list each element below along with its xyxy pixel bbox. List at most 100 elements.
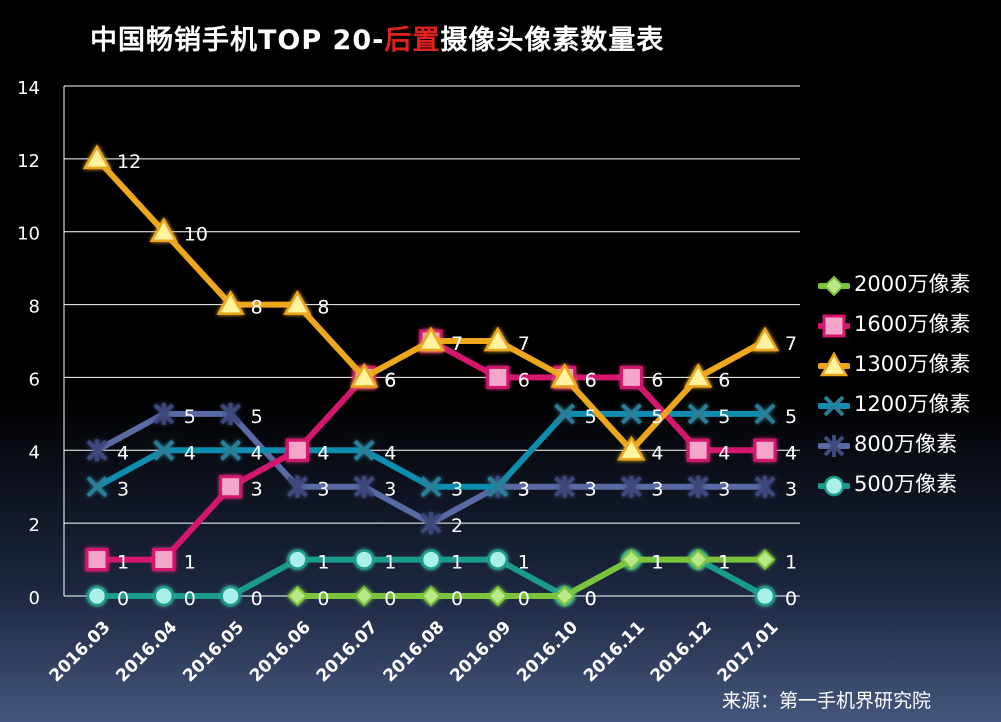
data-point[interactable] <box>754 475 776 498</box>
x-tick-label: 2016.10 <box>513 617 582 686</box>
data-point[interactable] <box>486 365 510 389</box>
data-point[interactable] <box>483 326 512 352</box>
data-label: 1 <box>184 552 196 574</box>
data-label: 3 <box>718 479 730 501</box>
data-point[interactable] <box>86 476 108 498</box>
data-label: 5 <box>184 406 196 428</box>
data-label: 10 <box>184 224 208 246</box>
data-label: 0 <box>518 588 530 610</box>
data-point[interactable] <box>487 585 509 607</box>
data-point[interactable] <box>82 144 112 170</box>
data-point[interactable] <box>86 439 108 462</box>
x-tick-label: 2017.01 <box>714 617 783 686</box>
point-shape <box>420 585 442 607</box>
data-point[interactable] <box>285 438 309 462</box>
point-shape <box>283 290 312 315</box>
data-point[interactable] <box>283 290 312 315</box>
x-tick-label: 2016.05 <box>179 617 248 686</box>
data-point[interactable] <box>420 512 442 535</box>
data-point[interactable] <box>823 475 845 497</box>
data-point[interactable] <box>153 402 175 425</box>
legend-swatch <box>818 475 850 497</box>
y-tick-label: 2 <box>29 515 40 536</box>
data-point[interactable] <box>219 475 243 499</box>
data-point[interactable] <box>823 395 845 417</box>
data-point[interactable] <box>149 217 178 242</box>
data-point[interactable] <box>617 435 646 461</box>
data-label: 7 <box>518 333 530 355</box>
data-point[interactable] <box>822 314 846 338</box>
data-point[interactable] <box>220 585 241 607</box>
data-point[interactable] <box>620 549 642 570</box>
data-point[interactable] <box>554 403 576 425</box>
data-label: 1 <box>317 552 329 574</box>
data-point[interactable] <box>286 585 308 607</box>
point-shape <box>483 326 512 352</box>
data-point[interactable] <box>420 476 442 498</box>
data-point[interactable] <box>353 549 375 570</box>
data-point[interactable] <box>554 585 576 607</box>
data-point[interactable] <box>620 403 642 425</box>
y-tick-label: 10 <box>17 224 40 245</box>
data-label: 0 <box>785 588 797 610</box>
data-point[interactable] <box>416 326 446 352</box>
data-point[interactable] <box>686 438 710 462</box>
point-shape <box>487 476 509 498</box>
data-point[interactable] <box>554 475 576 498</box>
data-label: 8 <box>251 297 263 319</box>
data-point[interactable] <box>286 475 308 498</box>
data-label: 3 <box>251 479 263 501</box>
data-point[interactable] <box>687 403 709 425</box>
data-point[interactable] <box>823 275 845 297</box>
data-point[interactable] <box>353 439 375 461</box>
data-point[interactable] <box>750 326 780 352</box>
data-point[interactable] <box>350 362 379 388</box>
data-point[interactable] <box>420 549 442 570</box>
data-point[interactable] <box>220 439 242 461</box>
point-shape <box>416 326 446 352</box>
legend-label: 800万像素 <box>854 432 958 456</box>
point-shape <box>620 475 642 498</box>
point-shape <box>823 435 845 457</box>
data-label: 4 <box>384 442 396 464</box>
point-shape <box>153 439 175 461</box>
data-point[interactable] <box>687 475 709 498</box>
data-label: 1 <box>785 552 797 574</box>
data-label: 6 <box>518 369 530 391</box>
data-point[interactable] <box>86 585 108 607</box>
data-label: 1 <box>117 552 129 574</box>
data-point[interactable] <box>754 403 776 425</box>
y-tick-label: 4 <box>29 442 40 463</box>
data-point[interactable] <box>687 549 709 570</box>
data-label: 1 <box>718 552 730 574</box>
data-point[interactable] <box>487 476 509 498</box>
data-point[interactable] <box>353 585 375 607</box>
data-point[interactable] <box>754 585 776 607</box>
data-point[interactable] <box>353 475 375 498</box>
point-shape <box>750 326 780 352</box>
data-point[interactable] <box>420 585 442 607</box>
point-shape <box>554 475 576 498</box>
data-point[interactable] <box>823 435 845 457</box>
data-label: 12 <box>117 151 141 173</box>
point-shape <box>152 548 176 572</box>
data-point[interactable] <box>550 362 579 388</box>
data-point[interactable] <box>819 352 849 377</box>
data-point[interactable] <box>620 475 642 498</box>
data-point[interactable] <box>684 362 713 388</box>
point-shape <box>149 217 178 242</box>
data-point[interactable] <box>85 548 109 572</box>
data-point[interactable] <box>153 439 175 461</box>
data-point[interactable] <box>152 548 176 572</box>
point-shape <box>220 439 242 461</box>
data-point[interactable] <box>487 549 509 570</box>
legend-swatch <box>818 352 850 377</box>
data-point[interactable] <box>216 290 245 315</box>
data-point[interactable] <box>753 438 777 462</box>
data-point[interactable] <box>754 549 776 570</box>
data-label: 0 <box>585 588 597 610</box>
data-point[interactable] <box>287 549 308 570</box>
data-point[interactable] <box>619 365 643 389</box>
data-point[interactable] <box>153 585 175 607</box>
data-point[interactable] <box>220 402 242 425</box>
